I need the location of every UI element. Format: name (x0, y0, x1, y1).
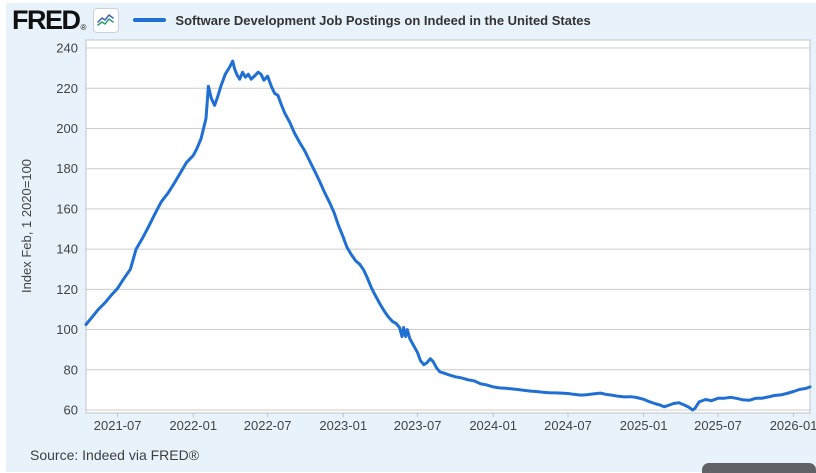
chart-header: FRED ® Software Development Job Postings… (12, 6, 591, 34)
y-tick-label: 240 (56, 41, 78, 56)
x-tick-label: 2025-07 (694, 418, 742, 433)
fred-sparkline-icon (93, 7, 120, 33)
y-tick-label: 60 (64, 402, 78, 417)
legend-line-swatch (133, 18, 167, 22)
registered-mark-icon: ® (80, 23, 87, 32)
y-tick-label: 80 (64, 362, 78, 377)
y-tick-label: 200 (56, 121, 78, 136)
x-tick-label: 2024-01 (469, 418, 517, 433)
y-tick-label: 160 (56, 201, 78, 216)
x-tick-label: 2023-01 (319, 418, 367, 433)
y-tick-label: 100 (56, 322, 78, 337)
x-tick-label: 2026-01 (770, 418, 816, 433)
x-tick-label: 2022-07 (244, 418, 292, 433)
y-axis-title: Index Feb, 1 2020=100 (19, 159, 34, 293)
y-tick-label: 220 (56, 81, 78, 96)
fred-logo: FRED (12, 5, 81, 35)
legend-label: Software Development Job Postings on Ind… (175, 12, 591, 28)
y-tick-label: 180 (56, 161, 78, 176)
y-tick-label: 120 (56, 282, 78, 297)
x-tick-label: 2021-07 (94, 418, 142, 433)
source-text: Source: Indeed via FRED® (30, 447, 200, 463)
x-tick-label: 2025-01 (620, 418, 668, 433)
cutoff-dark-button[interactable] (702, 463, 816, 473)
x-tick-label: 2024-07 (544, 418, 592, 433)
plot-area[interactable] (85, 39, 811, 414)
series-line (84, 59, 812, 412)
x-tick-label: 2022-01 (169, 418, 217, 433)
y-tick-label: 140 (56, 242, 78, 257)
x-tick-label: 2023-07 (394, 418, 442, 433)
